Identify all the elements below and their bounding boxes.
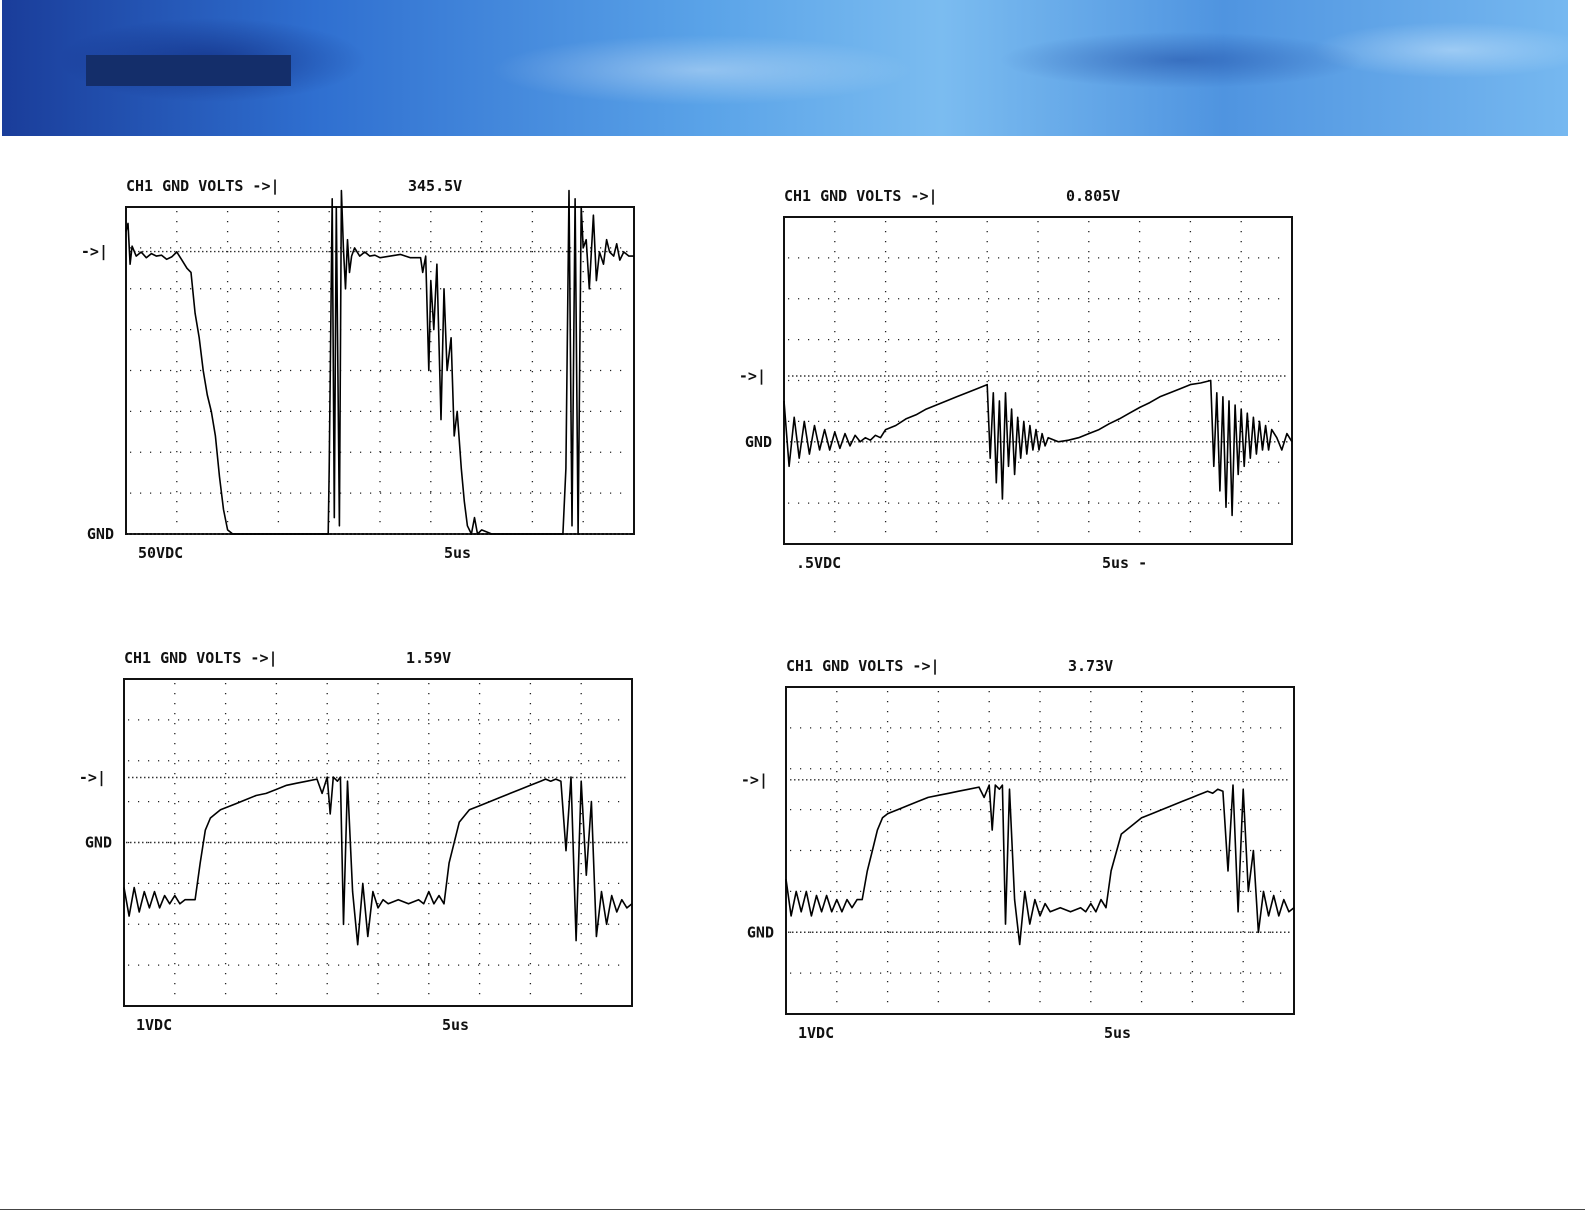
ground-label: GND <box>747 923 774 941</box>
banner-title-block <box>86 55 291 86</box>
volts-per-division: .5VDC <box>796 554 841 572</box>
channel-title: CH1 GND VOLTS ->| <box>784 187 938 206</box>
scope-chart: CH1 GND VOLTS ->| 3.73V ->| GND 1VDC 5us <box>741 657 1295 1042</box>
plot-frame <box>783 216 1293 545</box>
channel-title: CH1 GND VOLTS ->| <box>786 657 940 676</box>
volts-per-division: 50VDC <box>138 544 183 562</box>
reference-marker: ->| <box>79 769 106 788</box>
voltage-reading: 1.59V <box>406 649 451 667</box>
graticule <box>788 221 1288 540</box>
scope-panel-3: CH1 GND VOLTS ->| 1.59V ->| GND 1VDC 5us <box>68 637 708 1077</box>
voltage-reading: 3.73V <box>1068 657 1113 675</box>
graticule <box>790 691 1290 1010</box>
time-per-division: 5us <box>1104 1024 1131 1042</box>
graticule <box>130 211 630 530</box>
scope-panel-4: CH1 GND VOLTS ->| 3.73V ->| GND 1VDC 5us <box>730 645 1370 1085</box>
scope-panel-1: CH1 GND VOLTS ->| 345.5V ->| GND 50VDC 5us <box>70 165 710 605</box>
plot-frame <box>785 686 1295 1015</box>
ground-label: GND <box>745 433 772 451</box>
bottom-divider <box>0 1209 1585 1210</box>
header-banner <box>2 0 1568 136</box>
ground-label: GND <box>87 525 114 543</box>
voltage-reading: 345.5V <box>408 177 462 195</box>
waveform-trace <box>123 776 633 946</box>
time-per-division: 5us - <box>1102 554 1147 572</box>
reference-marker: ->| <box>81 243 108 262</box>
time-per-division: 5us <box>442 1016 469 1034</box>
channel-title: CH1 GND VOLTS ->| <box>126 177 280 196</box>
volts-per-division: 1VDC <box>798 1024 834 1042</box>
time-per-division: 5us <box>444 544 471 562</box>
waveform-trace <box>783 379 1293 517</box>
ground-label: GND <box>85 834 112 852</box>
waveform-trace <box>125 189 634 535</box>
reference-marker: ->| <box>741 771 768 790</box>
voltage-reading: 0.805V <box>1066 187 1120 205</box>
scope-chart: CH1 GND VOLTS ->| 0.805V ->| GND .5VDC 5us - <box>739 187 1293 572</box>
channel-title: CH1 GND VOLTS ->| <box>124 649 278 668</box>
reference-marker: ->| <box>739 367 766 386</box>
scope-chart: CH1 GND VOLTS ->| 1.59V ->| GND 1VDC 5us <box>79 649 633 1034</box>
plot-frame <box>123 678 633 1007</box>
scope-chart: CH1 GND VOLTS ->| 345.5V ->| GND 50VDC 5us <box>81 177 635 562</box>
scope-panel-2: CH1 GND VOLTS ->| 0.805V ->| GND .5VDC 5us - <box>728 175 1368 615</box>
volts-per-division: 1VDC <box>136 1016 172 1034</box>
waveform-trace <box>785 784 1295 946</box>
